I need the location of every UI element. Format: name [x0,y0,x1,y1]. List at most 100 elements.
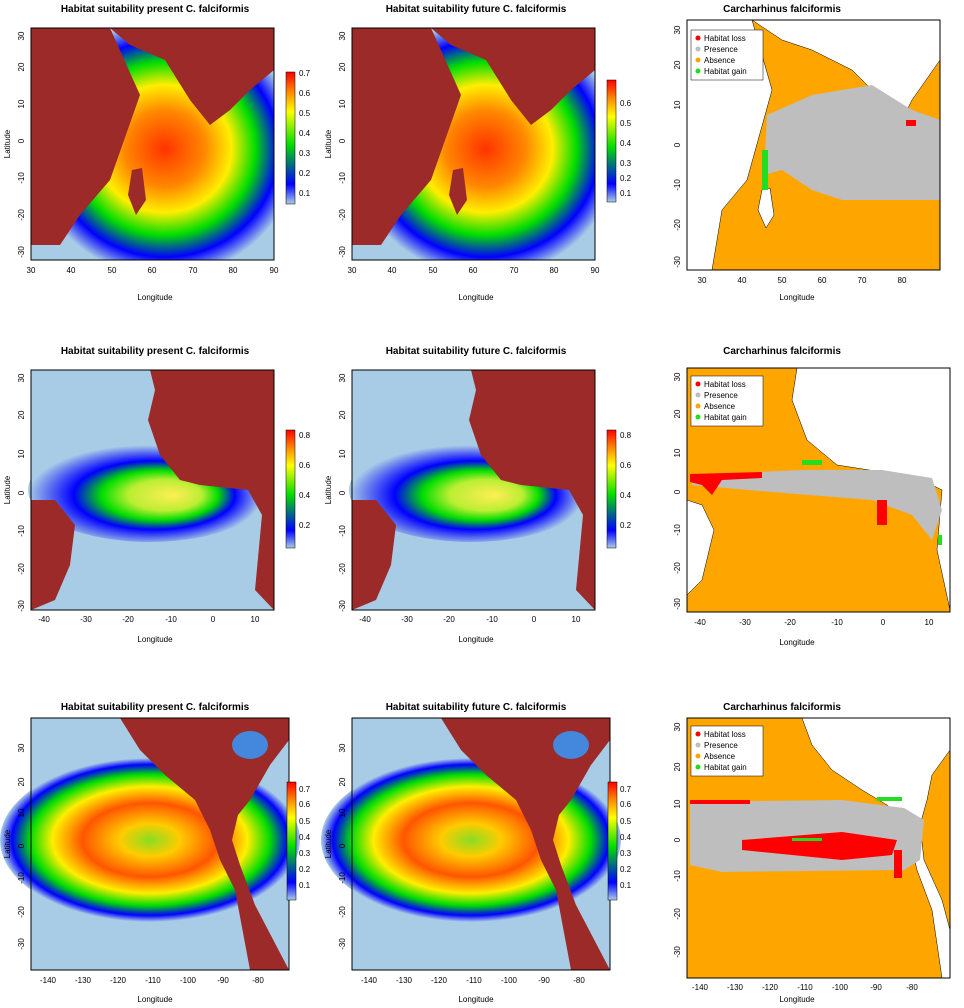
colorbar-tick: 0.4 [299,129,311,138]
x-tick: -40 [38,615,50,624]
x-axis-label: Longitude [779,638,815,647]
x-tick: 80 [229,266,238,275]
colorbar-tick: 0.3 [299,149,311,158]
y-tick: 20 [338,410,347,419]
y-tick: -20 [673,562,682,574]
panel-title: Carcharhinus falciformis [723,346,841,357]
land-africa [469,370,595,610]
y-tick: 20 [673,762,682,771]
y-tick: 10 [17,99,26,108]
absence-marker [695,57,701,63]
y-tick: 10 [17,808,26,817]
presence-area [692,470,942,540]
colorbar-tick: 0.5 [299,109,311,118]
y-tick: 0 [338,138,347,143]
colorbar-tick: 0.8 [299,431,311,440]
y-tick: 0 [17,490,26,495]
x-tick: 10 [251,615,260,624]
row1-future-panel: Habitat suitability future C. falciformi… [324,4,632,302]
habitat-loss-patch [877,500,887,525]
x-tick: 10 [925,618,934,627]
presence-marker [695,392,701,398]
x-tick: -40 [359,615,371,624]
colorbar-tick: 0.4 [620,139,632,148]
legend [690,725,764,777]
y-axis-label: Latitude [3,475,12,504]
colorbar-tick: 0.7 [299,785,311,794]
land-americas [120,718,289,970]
y-axis-label: Latitude [324,475,333,504]
legend-entry: Habitat gain [704,67,747,76]
y-tick: 0 [673,142,682,147]
land-madagascar [128,168,146,215]
x-tick: 90 [591,266,600,275]
legend-entry: Habitat loss [704,34,746,43]
x-axis-label: Longitude [137,995,173,1004]
y-tick: -10 [338,172,347,184]
colorbar [286,781,297,901]
absence-marker [695,753,701,759]
panel-title: Carcharhinus falciformis [723,4,841,15]
legend-entry: Presence [704,45,738,54]
legend-entry: Habitat loss [704,730,746,739]
x-tick: -30 [401,615,413,624]
y-tick: 0 [17,843,26,848]
land-madagascar [449,168,467,215]
gain-marker [695,764,701,770]
x-axis-label: Longitude [458,995,494,1004]
gulf-of-mexico [232,731,268,759]
y-tick: -20 [17,563,26,575]
row1-present-panel: Habitat suitability present C. falciform… [3,4,311,302]
colorbar-tick: 0.6 [620,461,632,470]
x-tick: -140 [692,983,709,992]
colorbar-tick: 0.4 [299,833,311,842]
x-tick: 40 [738,276,747,285]
x-tick: -120 [762,983,779,992]
colorbar-tick: 0.2 [299,169,311,178]
colorbar-tick: 0.1 [299,881,311,890]
y-tick: 10 [673,448,682,457]
colorbar-tick: 0.2 [620,865,632,874]
colorbar-tick: 0.7 [299,69,311,78]
legend-entry: Habitat gain [704,763,747,772]
x-tick: 50 [108,266,117,275]
y-tick: -10 [338,525,347,537]
x-tick: -140 [40,976,57,985]
y-tick: -10 [338,872,347,884]
legend-entry: Absence [704,752,736,761]
presence-marker [695,742,701,748]
y-tick: 30 [338,743,347,752]
y-tick: 0 [673,837,682,842]
y-tick: 30 [673,722,682,731]
colorbar-tick: 0.3 [620,159,632,168]
colorbar-tick: 0.6 [620,99,632,108]
x-tick: 0 [532,615,537,624]
land-africa [148,370,274,610]
x-tick: 30 [27,266,36,275]
colorbar-tick: 0.7 [620,785,632,794]
legend-entry: Absence [704,56,736,65]
loss-marker [695,731,701,737]
y-tick: 20 [673,409,682,418]
x-tick: -110 [797,983,813,992]
y-tick: -20 [17,209,26,221]
habitat-loss-patch [894,850,902,878]
y-tick: -30 [673,946,682,958]
panel-title: Habitat suitability present C. falciform… [61,346,250,357]
habitat-gain-patch [762,150,768,190]
x-tick: 70 [510,266,519,275]
panel-title: Habitat suitability future C. falciformi… [386,4,567,15]
y-tick: 20 [17,62,26,71]
x-tick: -20 [443,615,455,624]
y-tick: -30 [673,256,682,268]
habitat-loss-patch [690,472,762,495]
colorbar-tick: 0.6 [620,800,632,809]
panel-title: Carcharhinus falciformis [723,702,841,713]
x-tick: 30 [348,266,357,275]
land-south-america [31,500,75,610]
x-tick: 80 [550,266,559,275]
habitat-loss-patch [906,120,916,126]
x-tick: -30 [80,615,92,624]
land-asia [431,28,595,125]
y-tick: -20 [338,209,347,221]
